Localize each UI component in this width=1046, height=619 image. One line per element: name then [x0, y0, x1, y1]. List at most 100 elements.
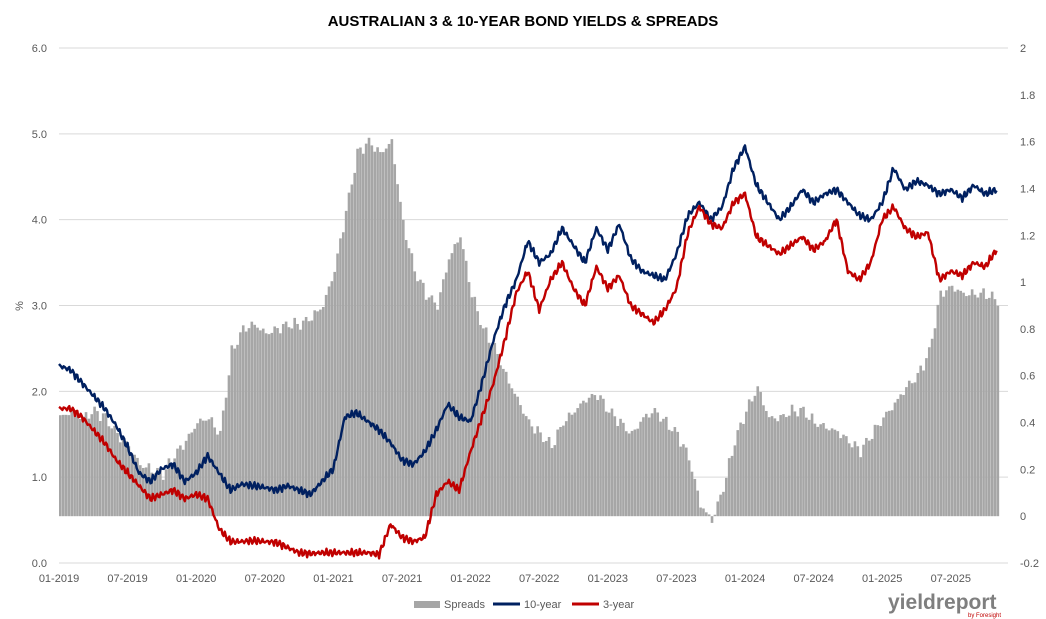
spread-bar [539, 432, 542, 517]
spread-bar [633, 429, 637, 517]
spread-bar [253, 324, 256, 517]
spread-bar [896, 398, 900, 517]
spread-bar [930, 338, 934, 517]
spread-bar [121, 438, 125, 517]
spread-bar [882, 417, 885, 517]
spread-bar [119, 442, 122, 517]
spread-bar [427, 297, 431, 517]
spread-bar [662, 418, 665, 517]
spread-bar [679, 446, 682, 517]
spread-bar [544, 440, 548, 517]
spread-bar [756, 386, 760, 517]
spread-bar [684, 447, 688, 517]
spread-bar [607, 412, 611, 517]
spread-bar [933, 328, 937, 517]
spread-bar [587, 397, 591, 517]
spread-bar [410, 253, 414, 517]
brand-logo: yieldreport by Foresight [888, 591, 1001, 619]
spread-bar [227, 375, 231, 517]
spread-bar [101, 413, 105, 517]
spread-bar [599, 395, 602, 517]
spread-bar [107, 426, 111, 517]
spread-bar [542, 442, 545, 517]
spread-bar [762, 405, 765, 517]
spread-bar [850, 447, 854, 517]
spread-bar [642, 417, 645, 517]
spread-bar [96, 411, 99, 517]
spread-bar [550, 448, 554, 517]
spread-bar [256, 327, 259, 517]
spread-bar [510, 388, 514, 517]
spread-bar [104, 413, 108, 517]
spread-bar [716, 501, 720, 517]
spread-bar [922, 370, 925, 517]
spread-bar [745, 411, 748, 517]
spread-bar [316, 311, 319, 517]
spread-bar [347, 192, 351, 517]
spread-bar [207, 419, 211, 517]
legend-swatch-spreads [414, 601, 440, 608]
spread-bar [927, 347, 931, 517]
spread-bar [916, 372, 920, 517]
spread-bar [201, 420, 205, 517]
spread-bar [722, 491, 725, 517]
spread-bar [676, 431, 680, 517]
spread-bar [622, 422, 625, 517]
spread-bar [967, 295, 971, 517]
spread-bar [490, 345, 494, 517]
spread-bar [822, 423, 825, 517]
spread-bar [79, 418, 82, 517]
spread-bar [239, 332, 242, 517]
spread-bar [636, 428, 640, 517]
spread-bar [462, 249, 465, 517]
yield-lines [58, 144, 998, 560]
right-tick-label: 2 [1020, 43, 1026, 55]
spread-bar [422, 282, 425, 517]
spread-bar [133, 454, 136, 517]
spread-bar [693, 478, 697, 517]
spread-bar [516, 396, 519, 517]
spread-bar [602, 398, 605, 517]
spread-bar [299, 329, 302, 517]
spread-bar [487, 342, 491, 517]
spread-bar [187, 433, 191, 517]
brand-logo-text: yieldreport [888, 591, 997, 614]
spread-bar [667, 429, 671, 517]
spread-bar [364, 143, 368, 517]
x-tick-label: 07-2023 [656, 573, 696, 585]
spread-bar [919, 365, 922, 517]
spread-bar [370, 145, 374, 517]
spread-bar [925, 358, 928, 517]
x-tick-label: 01-2020 [176, 573, 216, 585]
right-tick-label: 1.2 [1020, 230, 1035, 242]
spread-bar [444, 272, 448, 517]
spread-bar [333, 271, 337, 517]
spread-bar [84, 412, 88, 517]
spread-bar [324, 294, 328, 517]
spread-bar [664, 416, 668, 517]
spread-bar [264, 333, 268, 517]
spread-bar [865, 437, 868, 517]
spread-bar [870, 438, 874, 517]
spread-bar [699, 507, 702, 517]
spread-bar [73, 411, 76, 517]
spread-bar [902, 394, 905, 517]
spread-bar [453, 244, 457, 517]
spread-bar [833, 429, 837, 517]
spread-bar [482, 328, 485, 517]
spread-bar [867, 440, 871, 517]
spread-bar [613, 416, 617, 517]
spread-bar [805, 417, 808, 517]
spread-bar [530, 426, 534, 517]
spread-bar [647, 417, 651, 517]
spread-bar [281, 324, 285, 517]
spread-bar [962, 292, 965, 517]
spread-bar [979, 292, 983, 517]
right-tick-label: 1.8 [1020, 90, 1035, 102]
x-tick-label: 07-2020 [245, 573, 285, 585]
spread-bar [827, 430, 831, 517]
spread-bar [856, 446, 860, 517]
spread-bar [802, 406, 805, 517]
spread-bar [536, 426, 539, 517]
spread-bar [627, 433, 631, 517]
